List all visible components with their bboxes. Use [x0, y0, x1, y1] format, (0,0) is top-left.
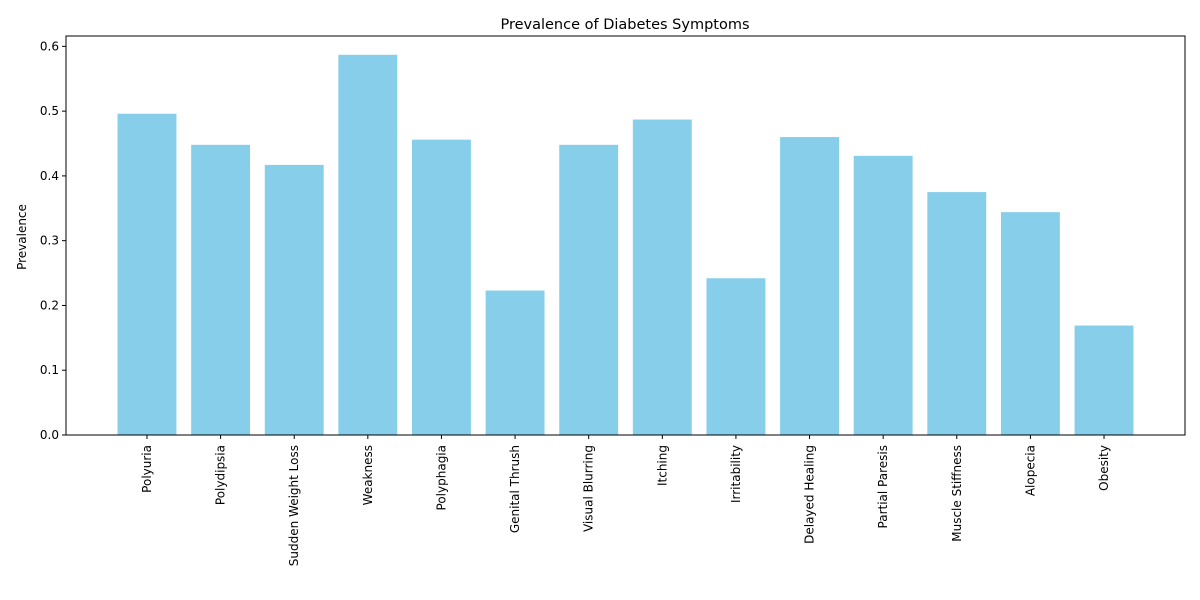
y-tick-label: 0.6	[40, 39, 59, 53]
bar-polydipsia	[191, 144, 251, 435]
y-tick-label: 0.4	[40, 169, 59, 183]
y-axis-label: Prevalence	[15, 204, 29, 270]
y-tick-label: 0.2	[40, 298, 59, 312]
x-tick-label: Polydipsia	[214, 445, 228, 505]
bar-itching	[632, 119, 692, 435]
x-tick-label: Delayed Healing	[803, 445, 817, 544]
y-tick-label: 0.1	[40, 363, 59, 377]
y-axis: 0.0 0.1 0.2 0.3 0.4 0.5 0.6	[40, 39, 66, 442]
x-axis: Polyuria Polydipsia Sudden Weight Loss Weak…	[140, 435, 1111, 566]
bar-delayed-healing	[780, 137, 839, 435]
x-tick-label: Visual Blurring	[582, 445, 596, 532]
bar-irritability	[706, 278, 766, 435]
y-tick-label: 0.5	[40, 104, 59, 118]
bars-group	[117, 54, 1134, 436]
bar-sudden-weight-loss	[264, 164, 324, 436]
bar-genital-thrush	[485, 290, 545, 435]
x-tick-label: Alopecia	[1023, 445, 1037, 496]
chart-title: Prevalence of Diabetes Symptoms	[500, 17, 749, 33]
x-tick-label: Muscle Stiffness	[950, 445, 964, 542]
x-tick-label: Polyuria	[140, 445, 154, 493]
plot-frame	[65, 35, 1186, 436]
y-tick-label: 0.3	[40, 234, 59, 248]
x-tick-label: Sudden Weight Loss	[287, 445, 301, 566]
x-tick-label: Obesity	[1097, 445, 1111, 491]
bar-obesity	[1074, 325, 1134, 435]
bar-polyuria	[117, 113, 177, 436]
x-tick-label: Genital Thrush	[508, 445, 522, 533]
x-tick-label: Weakness	[361, 445, 375, 505]
bar-polyphagia	[412, 139, 471, 436]
bar-muscle-stiffness	[927, 192, 987, 435]
x-tick-label: Partial Paresis	[876, 445, 890, 528]
bar-alopecia	[1000, 212, 1060, 435]
x-tick-label: Polyphagia	[434, 445, 448, 510]
bar-visual-blurring	[559, 144, 619, 435]
bar-weakness	[338, 54, 398, 436]
bar-partial-paresis	[853, 155, 913, 436]
x-tick-label: Itching	[655, 445, 669, 486]
y-tick-label: 0.0	[40, 428, 59, 442]
x-tick-label: Irritability	[729, 445, 743, 503]
